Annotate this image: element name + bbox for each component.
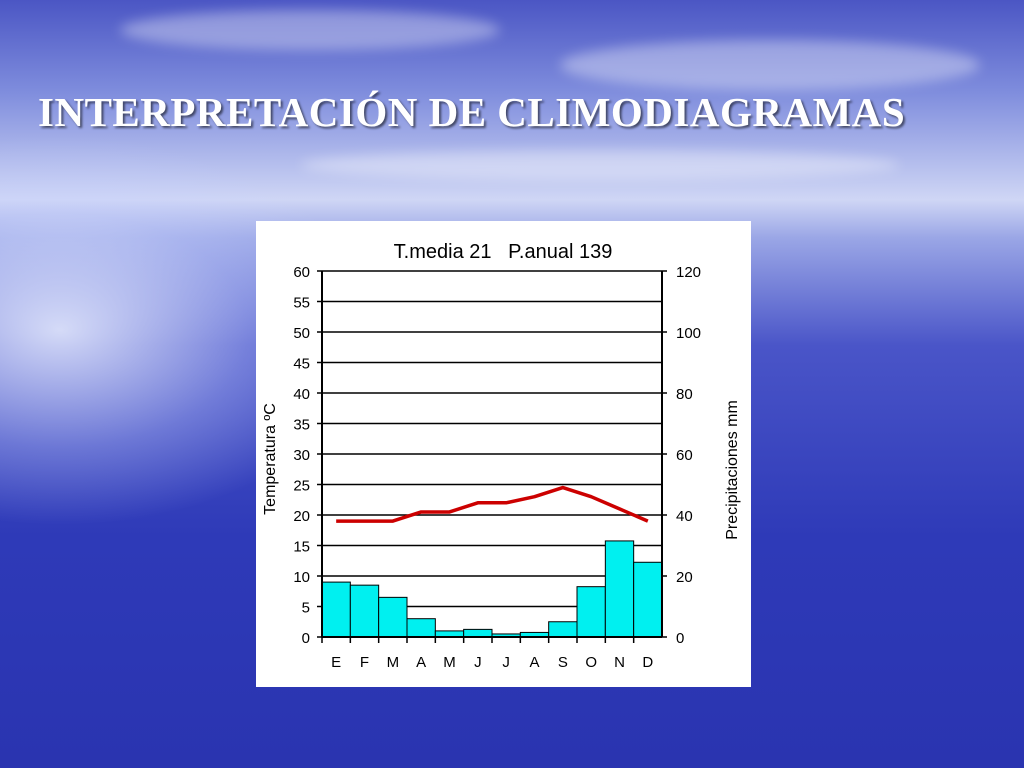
precipitation-bar <box>548 621 578 638</box>
precipitation-bar <box>633 561 663 638</box>
month-label: M <box>387 654 400 671</box>
left-tick-label: 30 <box>293 447 310 464</box>
month-label: E <box>331 654 341 671</box>
right-tick-label: 60 <box>676 447 693 464</box>
precipitation-bar <box>321 581 351 638</box>
month-label: J <box>474 654 482 671</box>
left-tick-label: 35 <box>293 417 310 434</box>
temperature-line <box>336 485 649 523</box>
precipitation-bar <box>576 586 606 638</box>
precipitation-bars <box>321 540 663 638</box>
left-tick-label: 40 <box>293 386 310 403</box>
month-label: J <box>502 654 510 671</box>
grid-lines <box>322 270 662 638</box>
left-tick-label: 50 <box>293 325 310 342</box>
right-tick-label: 120 <box>676 264 701 281</box>
left-tick-label: 0 <box>302 630 310 647</box>
month-label: D <box>642 654 653 671</box>
month-label: O <box>585 654 597 671</box>
left-tick-label: 5 <box>302 600 310 617</box>
chart-svg: T.media 21 P.anual 139 0 5 10 15 20 25 30 35 40 4… <box>262 241 741 671</box>
left-tick-label: 55 <box>293 295 310 312</box>
left-tick-label: 20 <box>293 508 310 525</box>
precipitation-bar <box>406 618 436 638</box>
left-tick-label: 15 <box>293 539 310 556</box>
month-label: S <box>558 654 568 671</box>
month-label: M <box>443 654 456 671</box>
cloud-streak <box>560 40 980 90</box>
month-label: F <box>360 654 369 671</box>
right-tick-label: 100 <box>676 325 701 342</box>
left-axis-label: Temperatura ºC <box>262 403 279 515</box>
right-tick-label: 80 <box>676 386 693 403</box>
slide-title: INTERPRETACIÓN DE CLIMODIAGRAMAS <box>38 89 906 135</box>
precipitation-bar <box>378 596 408 638</box>
temperature-line-path <box>336 485 649 523</box>
left-axis-ticks: 0 5 10 15 20 25 30 35 40 45 50 55 60 <box>293 264 322 647</box>
right-axis-ticks: 0 20 40 60 80 100 120 <box>662 264 701 647</box>
left-tick-label: 45 <box>293 356 310 373</box>
right-tick-label: 0 <box>676 630 684 647</box>
month-label: A <box>416 654 426 671</box>
precipitation-bar <box>463 628 493 638</box>
left-tick-label: 60 <box>293 264 310 281</box>
right-tick-label: 40 <box>676 508 693 525</box>
left-tick-label: 25 <box>293 478 310 495</box>
cloud-streak <box>300 150 900 180</box>
right-axis-label: Precipitaciones mm <box>724 400 741 540</box>
cloud-streak <box>120 10 500 50</box>
climodiagram-chart: T.media 21 P.anual 139 0 5 10 15 20 25 30 35 40 4… <box>256 221 751 687</box>
month-label: N <box>614 654 625 671</box>
left-tick-label: 10 <box>293 569 310 586</box>
precipitation-bar <box>349 584 380 638</box>
right-tick-label: 20 <box>676 569 693 586</box>
precipitation-bar <box>604 540 635 638</box>
month-label: A <box>529 654 539 671</box>
chart-title: T.media 21 P.anual 139 <box>394 241 613 263</box>
